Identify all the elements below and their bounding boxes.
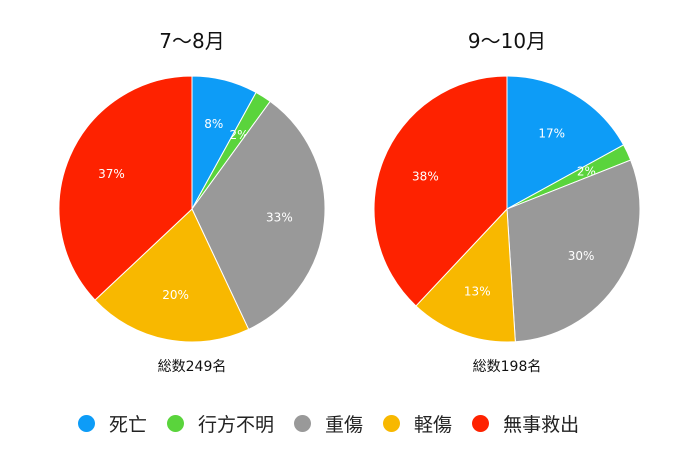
legend-item-minor-injury: 軽傷: [383, 410, 452, 437]
pie-slice: [415, 207, 516, 343]
slice-data-label: 30%: [568, 249, 595, 263]
slice-data-label: 17%: [538, 126, 565, 140]
legend-label: 重傷: [325, 414, 364, 436]
pie-slice: [94, 208, 250, 343]
legend-item-rescued: 無事救出: [472, 410, 579, 437]
chart-caption-total: 総数249名: [158, 359, 227, 375]
slice-data-label: 38%: [412, 170, 439, 184]
slice-data-label: 2%: [577, 165, 596, 179]
legend-item-death: 死亡: [78, 410, 147, 437]
legend-dot-icon: [383, 415, 401, 432]
legend-dot-icon: [294, 415, 312, 432]
legend-dot-icon: [78, 415, 95, 432]
legend-label: 無事救出: [503, 414, 580, 436]
legend-item-missing: 行方不明: [167, 410, 274, 437]
chart-title: 7〜8月: [159, 29, 224, 53]
chart-title: 9〜10月: [468, 29, 546, 53]
slice-data-label: 13%: [464, 285, 491, 299]
slice-data-label: 20%: [162, 288, 189, 302]
slice-data-label: 37%: [98, 167, 125, 181]
slice-data-label: 8%: [204, 117, 223, 131]
pie-slice: [373, 75, 508, 307]
legend-dot-icon: [472, 415, 490, 432]
slice-data-label: 33%: [266, 210, 293, 224]
legend: 死亡 行方不明 重傷 軽傷 無事救出: [78, 410, 599, 437]
pie-slice: [506, 159, 641, 343]
pie-slice: [191, 100, 326, 331]
legend-label: 行方不明: [198, 414, 275, 436]
pie-slice: [506, 75, 625, 210]
legend-item-serious-injury: 重傷: [294, 410, 363, 437]
legend-label: 軽傷: [414, 414, 453, 436]
legend-dot-icon: [167, 415, 185, 432]
chart-caption-total: 総数198名: [473, 359, 542, 375]
legend-label: 死亡: [109, 414, 148, 436]
pie-slice: [58, 75, 193, 301]
